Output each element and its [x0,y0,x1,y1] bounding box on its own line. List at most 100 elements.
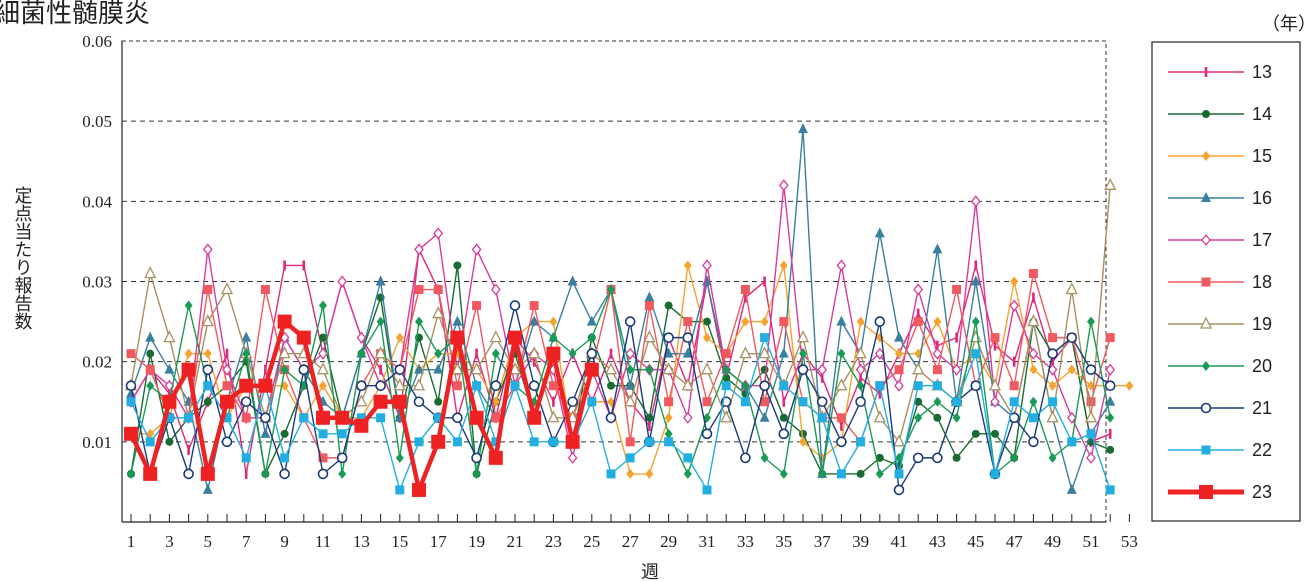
data-point [894,379,904,392]
data-point [241,453,251,463]
data-point [395,332,404,343]
data-point [1067,364,1076,375]
data-point [796,330,810,343]
y-axis-label: 定点当たり報告数 [12,186,33,330]
data-point [644,291,655,302]
legend-marker [1201,233,1211,247]
legend-marker [1201,277,1211,287]
data-point [302,260,306,271]
data-point [912,452,924,464]
data-point [874,347,885,360]
data-point [433,227,444,240]
data-point [740,397,750,407]
x-tick-label: 23 [545,532,562,551]
x-tick-label: 7 [242,532,251,551]
data-point [126,397,136,407]
data-point [1010,276,1019,287]
data-point [702,485,712,495]
data-point [202,364,214,375]
data-point [873,410,886,423]
data-point [1106,412,1115,423]
data-point [587,332,596,343]
data-point [836,469,846,479]
data-point [1105,333,1115,343]
data-point [955,332,958,343]
data-point [1027,314,1040,327]
legend-label: 21 [1252,398,1272,418]
data-point [376,316,385,327]
data-point [702,259,712,272]
data-point [528,346,541,359]
data-point [354,418,369,433]
data-point [471,243,482,256]
data-point [394,364,406,375]
data-point [374,346,387,359]
legend-marker [1200,402,1212,414]
data-point [913,283,924,296]
data-point [682,411,693,424]
data-point [221,436,233,448]
data-point [643,330,656,343]
data-point [720,410,733,423]
data-point [606,469,616,479]
data-point [1084,410,1098,423]
data-point [605,412,617,424]
data-point [125,380,137,392]
legend-marker [1202,110,1210,118]
data-point [203,381,213,391]
data-point [356,380,367,392]
data-point [415,316,423,327]
data-point [584,362,599,377]
data-point [586,315,597,326]
data-point [990,469,1000,479]
data-point [760,333,770,343]
data-point [298,364,310,375]
data-point [894,469,904,479]
data-point [856,316,865,327]
data-point [779,260,788,271]
data-point [645,364,654,375]
data-point [472,468,481,479]
data-point [260,412,271,424]
data-point [434,397,443,406]
data-point [799,348,807,359]
data-point [432,306,445,319]
data-point [932,365,942,375]
data-point [664,301,673,310]
data-point [760,397,770,407]
data-point [1048,333,1058,343]
x-tick-label: 43 [929,532,946,551]
data-point [682,347,693,358]
data-point [624,316,636,327]
legend-label: 22 [1252,440,1272,460]
data-point [529,315,540,326]
data-point [914,397,923,406]
y-tick-label: 0.02 [82,353,112,372]
data-point [816,396,828,408]
data-point [836,436,847,448]
data-point [1009,299,1020,312]
data-point [701,428,713,440]
data-point [855,363,866,376]
data-point [126,349,136,359]
x-tick-label: 45 [967,532,984,551]
data-point [202,483,213,494]
x-tick-label: 35 [775,532,792,551]
data-point [1086,451,1096,464]
data-point [952,412,961,423]
data-point [144,266,157,279]
data-point [527,410,542,425]
legend-marker [1202,151,1210,161]
data-point [1066,411,1077,424]
data-point [721,349,731,359]
data-point [971,349,981,359]
data-point [546,346,561,361]
data-point [1105,485,1115,495]
data-point [319,300,327,311]
legend-label: 23 [1252,482,1272,502]
data-point [1048,397,1058,407]
data-point [683,260,692,271]
data-point [1125,380,1134,391]
data-point [817,413,827,423]
series-line [130,272,1111,459]
